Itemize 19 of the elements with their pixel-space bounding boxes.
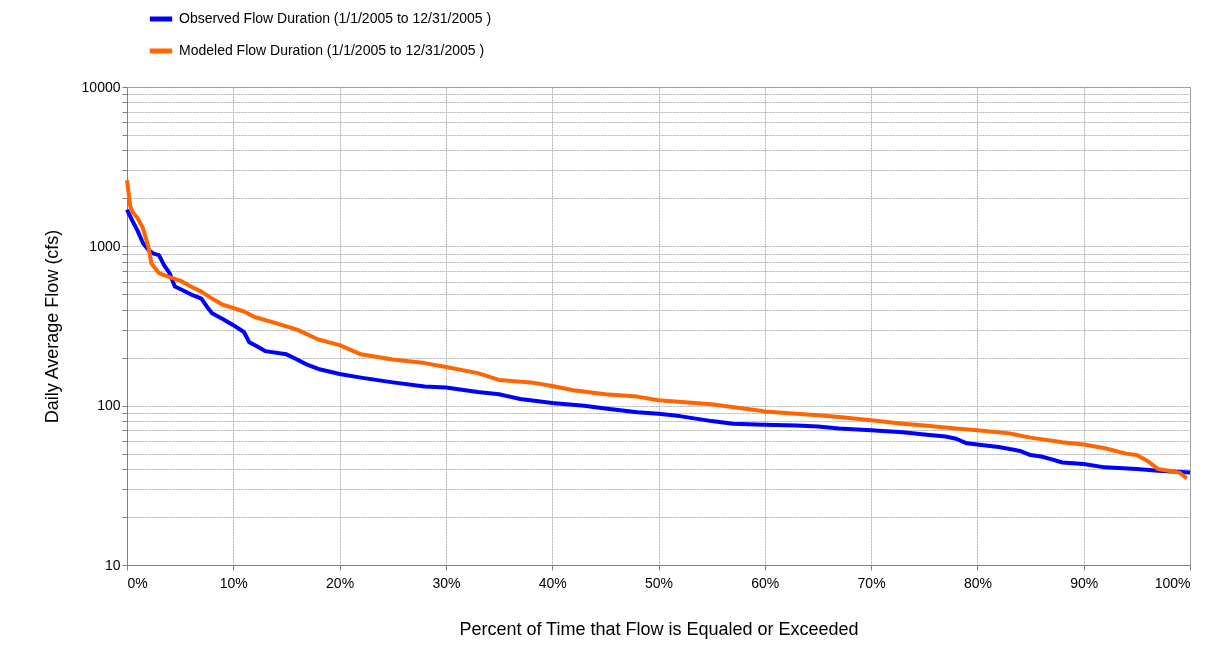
y-tick-label: 10 xyxy=(104,556,121,573)
legend-label: Observed Flow Duration (1/1/2005 to 12/31/2005 ) xyxy=(179,10,492,26)
x-tick-label: 90% xyxy=(1070,574,1099,591)
y-tick-label: 10000 xyxy=(81,78,121,95)
x-tick-label: 70% xyxy=(857,574,886,591)
x-tick-label: 10% xyxy=(219,574,248,591)
x-axis-title: Percent of Time that Flow is Equaled or Exceeded xyxy=(459,618,859,639)
x-tick-label: 60% xyxy=(751,574,780,591)
x-tick-label: 100% xyxy=(1154,574,1191,591)
y-axis-title: Daily Average Flow (cfs) xyxy=(41,229,62,424)
x-tick-label: 30% xyxy=(432,574,461,591)
x-tick-label: 50% xyxy=(644,574,674,591)
x-tick-label: 40% xyxy=(538,574,567,591)
x-tick-label: 80% xyxy=(963,574,992,591)
y-tick-label: 100 xyxy=(97,397,121,414)
x-tick-label: 20% xyxy=(326,574,355,591)
x-tick-label: 0% xyxy=(127,574,148,591)
legend-label: Modeled Flow Duration (1/1/2005 to 12/31/2005 ) xyxy=(179,42,485,58)
y-tick-label: 1000 xyxy=(89,237,121,254)
